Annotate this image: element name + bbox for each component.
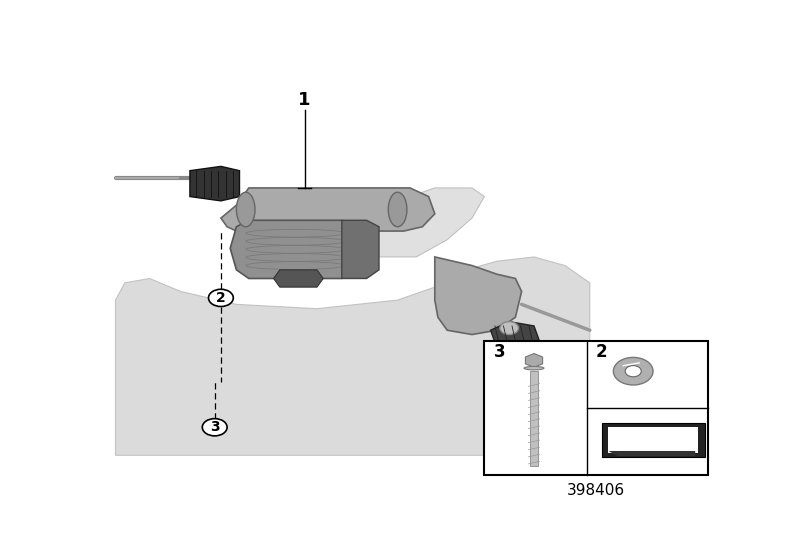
Text: 398406: 398406	[567, 483, 625, 498]
Ellipse shape	[237, 192, 255, 227]
Ellipse shape	[388, 192, 407, 227]
Polygon shape	[115, 257, 590, 455]
Polygon shape	[490, 321, 540, 352]
Bar	[485, 341, 707, 475]
Polygon shape	[274, 270, 323, 287]
Circle shape	[209, 290, 234, 306]
Polygon shape	[602, 423, 705, 458]
Circle shape	[625, 366, 642, 377]
Text: 2: 2	[216, 291, 226, 305]
Polygon shape	[360, 188, 485, 257]
Text: 1: 1	[298, 91, 311, 109]
Polygon shape	[190, 166, 239, 201]
Text: 3: 3	[210, 420, 219, 434]
Polygon shape	[342, 220, 379, 278]
Bar	[530, 371, 538, 466]
Polygon shape	[435, 257, 522, 334]
Polygon shape	[608, 451, 695, 456]
Circle shape	[500, 321, 518, 334]
Circle shape	[614, 357, 653, 385]
Bar	[608, 427, 698, 453]
Polygon shape	[221, 188, 435, 231]
Circle shape	[487, 407, 502, 417]
Circle shape	[490, 416, 499, 422]
Ellipse shape	[524, 366, 544, 370]
Text: 2: 2	[596, 343, 608, 361]
Polygon shape	[230, 220, 360, 278]
Circle shape	[202, 419, 227, 436]
Text: 3: 3	[494, 343, 506, 361]
